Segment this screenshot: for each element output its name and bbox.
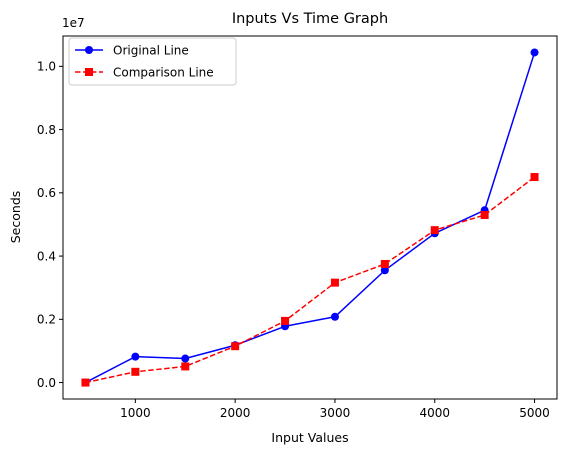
data-point-original bbox=[181, 354, 190, 363]
y-axis-multiplier: 1e7 bbox=[62, 16, 85, 30]
y-tick-label: 0.2 bbox=[37, 313, 56, 327]
series-line-original bbox=[85, 52, 536, 384]
legend-marker-original bbox=[85, 46, 93, 54]
legend-label-original: Original Line bbox=[113, 43, 189, 57]
x-tick-label: 5000 bbox=[519, 406, 550, 420]
x-tick-label: 3000 bbox=[320, 406, 351, 420]
x-tick-label: 4000 bbox=[419, 406, 450, 420]
y-axis-label: Seconds bbox=[8, 191, 23, 244]
x-axis-label: Input Values bbox=[271, 430, 348, 445]
data-point-original bbox=[530, 48, 539, 57]
data-point-comparison bbox=[281, 316, 290, 325]
x-tick-label: 1000 bbox=[120, 406, 151, 420]
y-tick-label: 1.0 bbox=[37, 60, 56, 74]
data-point-original bbox=[380, 266, 389, 275]
y-tick-label: 0.4 bbox=[37, 249, 56, 263]
data-point-comparison bbox=[330, 278, 339, 287]
y-tick-label: 0.0 bbox=[37, 376, 56, 390]
legend-marker-comparison bbox=[85, 68, 93, 76]
data-point-comparison bbox=[480, 210, 489, 219]
data-point-comparison bbox=[430, 226, 439, 235]
chart-title: Inputs Vs Time Graph bbox=[232, 11, 388, 27]
data-point-comparison bbox=[380, 259, 389, 268]
legend-box bbox=[68, 37, 237, 86]
series-line-comparison bbox=[85, 176, 536, 384]
y-tick-label: 0.6 bbox=[37, 186, 56, 200]
data-point-comparison bbox=[81, 378, 90, 387]
data-point-comparison bbox=[131, 367, 140, 376]
legend-label-comparison: Comparison Line bbox=[113, 65, 214, 79]
data-point-comparison bbox=[530, 173, 539, 182]
data-point-comparison bbox=[231, 342, 240, 351]
data-point-comparison bbox=[181, 362, 190, 371]
x-tick-label: 2000 bbox=[220, 406, 251, 420]
series-original bbox=[81, 48, 539, 387]
y-tick-label: 0.8 bbox=[37, 123, 56, 137]
data-point-original bbox=[131, 352, 140, 361]
legend: Original Line Comparison Line bbox=[68, 37, 237, 86]
plot-area-frame bbox=[62, 35, 558, 400]
series-comparison bbox=[81, 173, 539, 387]
data-point-original bbox=[330, 312, 339, 321]
